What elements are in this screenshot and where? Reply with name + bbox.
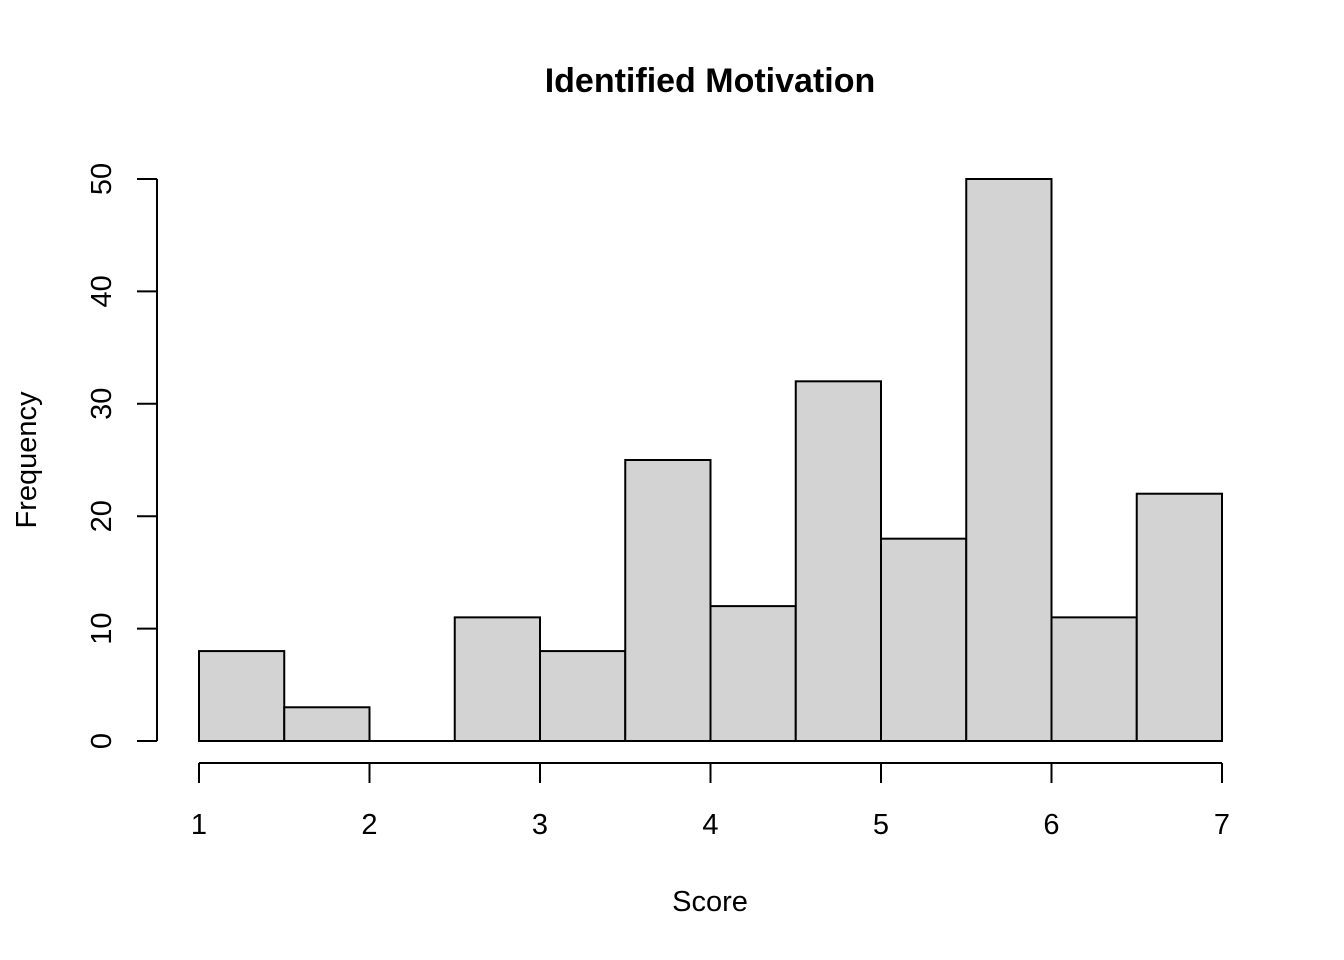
y-tick-label: 20 — [86, 500, 118, 532]
histogram-bar-10 — [965, 178, 1053, 742]
x-tick-label: 2 — [361, 809, 377, 841]
y-axis: 0 10 20 30 40 50 — [86, 163, 158, 749]
y-tick-label: 40 — [86, 275, 118, 307]
histogram-bar-4 — [453, 616, 541, 742]
y-tick-label: 30 — [86, 388, 118, 420]
x-axis: 1 2 3 4 5 6 7 — [191, 762, 1230, 841]
histogram-bar-6 — [624, 459, 712, 742]
histogram-bar-1 — [198, 650, 286, 743]
histogram-bar-9 — [880, 537, 968, 742]
y-tick-label: 50 — [86, 163, 118, 195]
x-axis-label: Score — [672, 886, 748, 918]
bars-group — [198, 178, 1223, 743]
histogram-bar-11 — [1050, 616, 1138, 742]
x-tick-label: 1 — [191, 809, 207, 841]
chart-title: Identified Motivation — [545, 62, 876, 100]
y-tick-label: 0 — [86, 733, 118, 749]
histogram-bar-5 — [539, 650, 627, 743]
histogram-bar-2 — [283, 706, 371, 743]
x-tick-label: 7 — [1214, 809, 1230, 841]
x-tick-label: 3 — [532, 809, 548, 841]
histogram-bar-8 — [794, 380, 882, 742]
x-tick-label: 6 — [1043, 809, 1059, 841]
y-axis-label: Frequency — [11, 391, 43, 529]
y-tick-label: 10 — [86, 612, 118, 644]
x-tick-label: 5 — [873, 809, 889, 841]
x-tick-label: 4 — [702, 809, 718, 841]
histogram-bar-12 — [1135, 492, 1223, 742]
histogram-bar-7 — [709, 605, 797, 742]
